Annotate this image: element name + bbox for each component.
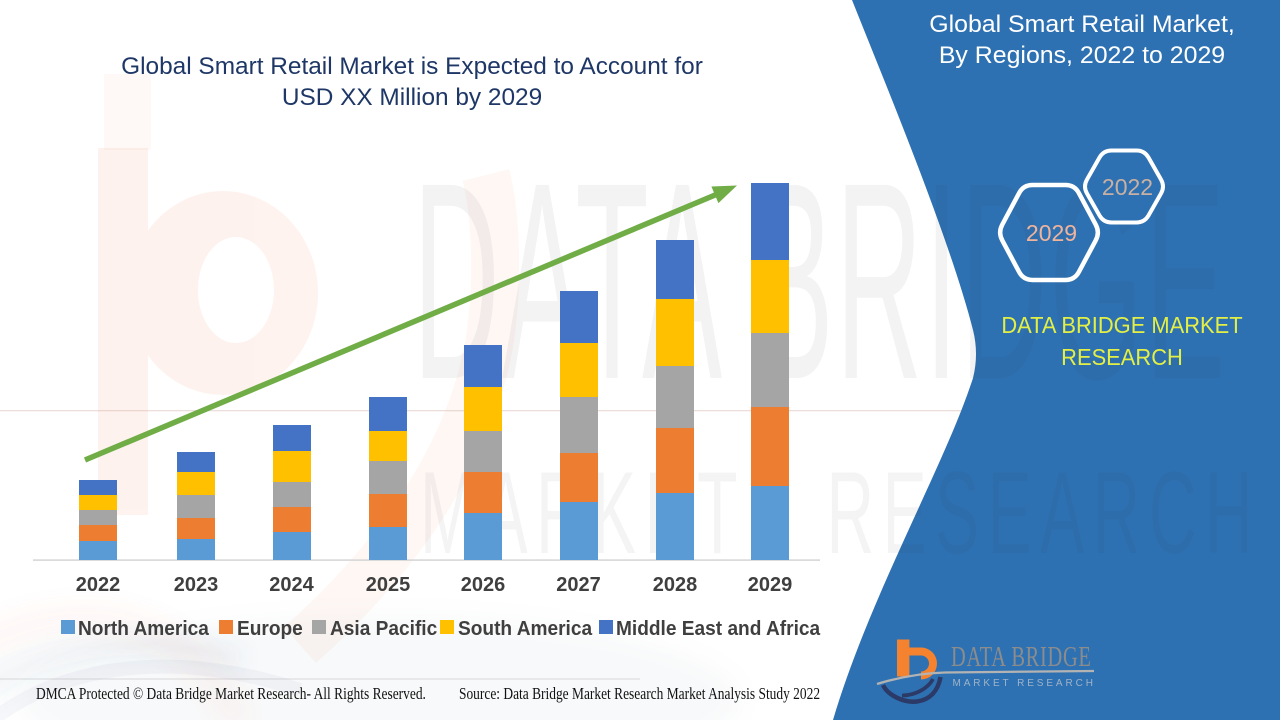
svg-text:MARKET RESEARCH: MARKET RESEARCH: [420, 448, 1261, 579]
